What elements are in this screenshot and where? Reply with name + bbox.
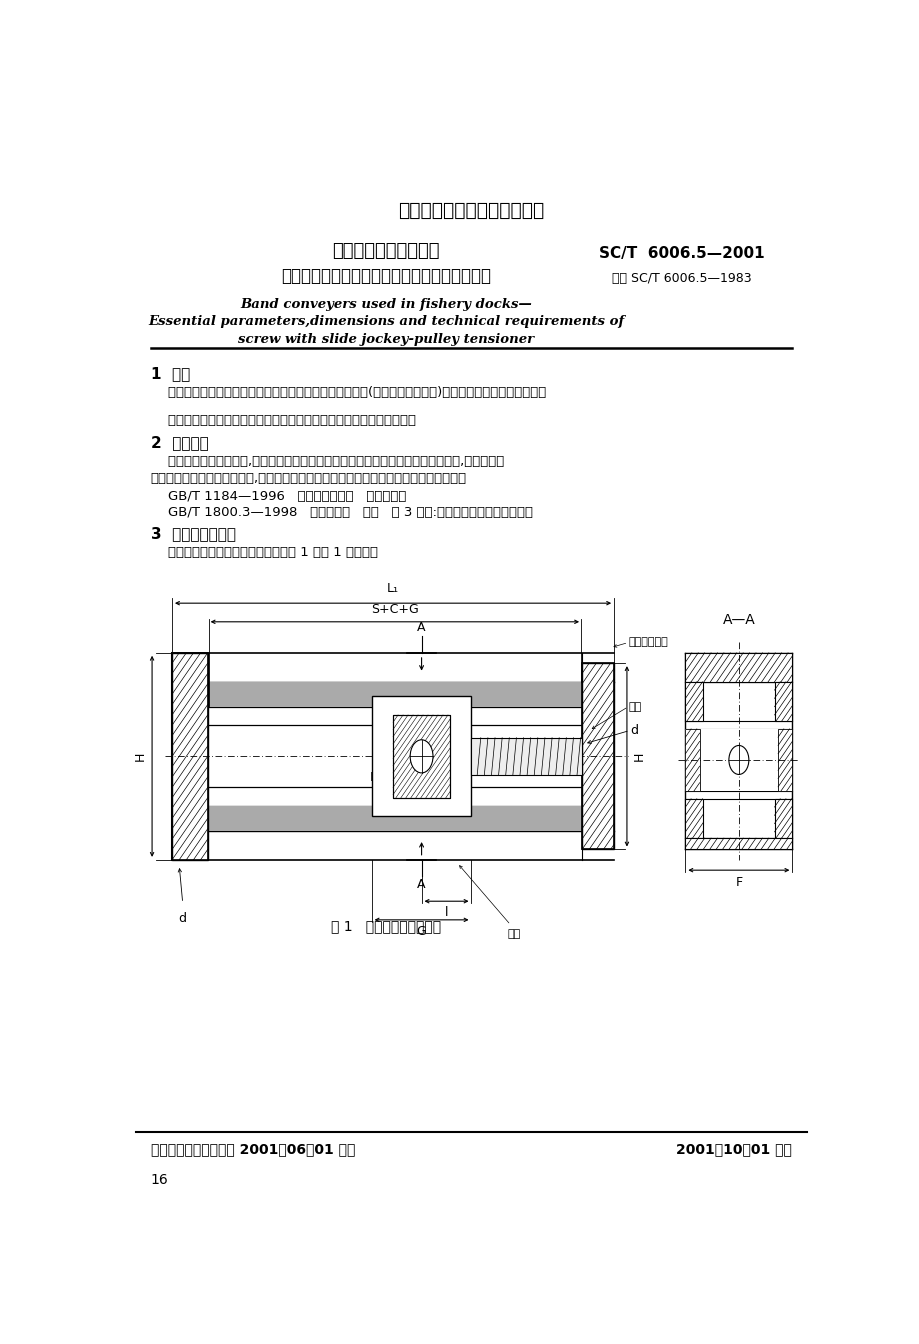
Bar — [172, 653, 208, 860]
Text: 中华人民共和国农业部 2001－06－01 批准: 中华人民共和国农业部 2001－06－01 批准 — [151, 1142, 355, 1156]
Text: F: F — [734, 876, 742, 890]
Text: A: A — [417, 879, 425, 891]
Bar — [685, 653, 791, 681]
Text: 滑块式螺旋拉紧装置基本参数、尺寸与技术要求: 滑块式螺旋拉紧装置基本参数、尺寸与技术要求 — [280, 267, 491, 285]
Bar — [685, 798, 702, 839]
Bar — [208, 806, 582, 831]
Text: 拉紧滑道机架: 拉紧滑道机架 — [628, 637, 667, 648]
Text: A: A — [417, 621, 425, 634]
Text: 图 1   滑块式螺旋拉紧装置: 图 1 滑块式螺旋拉紧装置 — [331, 919, 440, 933]
Bar — [471, 738, 582, 775]
Bar — [774, 798, 791, 839]
Bar — [774, 681, 791, 722]
Text: H: H — [133, 751, 146, 761]
Text: 渔业码头用皮带输送机: 渔业码头用皮带输送机 — [332, 242, 439, 259]
Bar — [777, 728, 791, 792]
Bar — [208, 681, 582, 707]
Text: 本标准规定了渔业码头用皮带输送机滑块式螺旋拉紧装置(以下简称拉紧装置)基本参数、尺寸与技术要求。: 本标准规定了渔业码头用皮带输送机滑块式螺旋拉紧装置(以下简称拉紧装置)基本参数、… — [151, 386, 545, 399]
Text: A—A: A—A — [721, 613, 754, 626]
Text: 本标准适用于渔业码头用移动式、固定式皮带输送机使用的拉紧装置。: 本标准适用于渔业码头用移动式、固定式皮带输送机使用的拉紧装置。 — [151, 414, 415, 427]
Text: 2001－10－01 实施: 2001－10－01 实施 — [675, 1142, 791, 1156]
Bar — [582, 663, 614, 849]
Text: 2  引用标准: 2 引用标准 — [151, 435, 209, 450]
Text: 下列标准所包含的条文,通过在本标准中引用而构成为本标准的条文。本标准出版时,所示版本均: 下列标准所包含的条文,通过在本标准中引用而构成为本标准的条文。本标准出版时,所示… — [151, 456, 504, 468]
Text: d: d — [630, 724, 637, 737]
Text: S+C+G: S+C+G — [370, 602, 418, 616]
Bar — [392, 715, 449, 798]
Bar — [685, 728, 699, 792]
Bar — [392, 715, 449, 798]
Text: GB/T 1800.3—1998   极限与配合   基础   第 3 部分:标准公差和基本偏差数值表: GB/T 1800.3—1998 极限与配合 基础 第 3 部分:标准公差和基本… — [151, 505, 532, 519]
Text: Essential parameters,dimensions and technical requirements of: Essential parameters,dimensions and tech… — [148, 316, 623, 328]
Circle shape — [410, 739, 433, 773]
Bar — [685, 681, 702, 722]
Text: 3  基本参数与尺寸: 3 基本参数与尺寸 — [151, 527, 235, 542]
Text: H: H — [632, 751, 645, 761]
Text: 16: 16 — [151, 1173, 168, 1187]
Text: Band conveyers used in fishery docks—: Band conveyers used in fishery docks— — [240, 298, 531, 310]
Text: 滑块: 滑块 — [506, 929, 520, 939]
Circle shape — [728, 746, 748, 774]
Bar — [685, 839, 791, 849]
Text: SC/T  6006.5—2001: SC/T 6006.5—2001 — [598, 246, 764, 261]
Text: 螺栓: 螺栓 — [628, 702, 641, 712]
Bar — [172, 653, 208, 860]
Text: screw with slide jockey-pulley tensioner: screw with slide jockey-pulley tensioner — [238, 333, 533, 345]
Bar — [685, 728, 791, 792]
Text: 拉紧装置的基本参数与尺寸应符合图 1 及表 1 的规定。: 拉紧装置的基本参数与尺寸应符合图 1 及表 1 的规定。 — [151, 546, 377, 559]
Text: 1  范围: 1 范围 — [151, 366, 189, 382]
Text: R: R — [369, 770, 379, 784]
Text: L₁: L₁ — [387, 582, 399, 595]
Bar — [582, 663, 614, 849]
Text: 为有效。所有标准都会被修订,使用本标准的各方应探讨使用下列标准最新版本的可能性。: 为有效。所有标准都会被修订,使用本标准的各方应探讨使用下列标准最新版本的可能性。 — [151, 472, 466, 485]
Text: 中华人民共和国水产行业标准: 中华人民共和国水产行业标准 — [398, 200, 544, 219]
Text: G: G — [416, 925, 426, 938]
Bar — [371, 696, 471, 816]
Text: d: d — [178, 911, 187, 925]
Text: GB/T 1184—1996   形状和位置公差   未注公差值: GB/T 1184—1996 形状和位置公差 未注公差值 — [151, 491, 405, 504]
Text: 代替 SC/T 6006.5—1983: 代替 SC/T 6006.5—1983 — [611, 271, 751, 285]
Text: l: l — [444, 906, 448, 919]
